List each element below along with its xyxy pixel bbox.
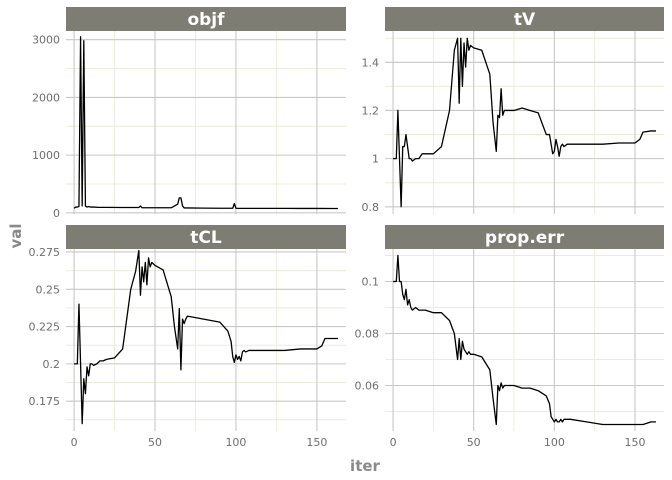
x-tick-label: 100: [225, 436, 246, 449]
y-tick-label: 1: [372, 153, 379, 166]
x-tick-label: 0: [71, 436, 78, 449]
strip-label-prop-err: prop.err: [485, 228, 565, 248]
y-tick-label: 1.2: [362, 104, 380, 117]
y-tick-label: 2000: [32, 91, 60, 104]
y-tick-label: 0.8: [362, 201, 380, 214]
y-tick-label: 0.225: [29, 321, 61, 334]
y-tick-label: 0: [53, 207, 60, 220]
y-tick-label: 3000: [32, 34, 60, 47]
y-tick-label: 0.06: [355, 380, 380, 393]
strip-prop-err: [385, 225, 664, 249]
y-tick-label: 0.1: [362, 276, 380, 289]
y-axis-title: val: [7, 223, 25, 248]
x-tick-label: 50: [148, 436, 162, 449]
strip-label-tcl: tCL: [190, 228, 222, 248]
x-tick-label: 50: [467, 436, 481, 449]
y-tick-label: 0.25: [36, 283, 61, 296]
y-tick-label: 1.4: [362, 56, 380, 69]
y-tick-label: 0.175: [29, 395, 61, 408]
strip-label-tv: tV: [514, 10, 536, 30]
x-tick-label: 150: [306, 436, 327, 449]
strip-objf: [66, 7, 346, 31]
y-tick-label: 0.2: [43, 358, 61, 371]
strip-tv: [385, 7, 664, 31]
x-tick-label: 0: [390, 436, 397, 449]
panel-prop-err: prop.err 0.06 0.08 0.1 0 50 100 150: [355, 225, 664, 449]
series-line-tcl: [74, 249, 338, 425]
panels-layer: objf0100020003000tV0.811.21.4tCL0.1750.2…: [29, 7, 664, 449]
x-tick-label: 150: [624, 436, 645, 449]
y-tick-label: 0.275: [29, 246, 61, 259]
x-axis-title: iter: [350, 457, 380, 475]
series-line-tv: [393, 37, 656, 208]
panel-tcl: tCL 0.175 0.2 0.225 0.25 0.275 0 50 100 150: [29, 225, 346, 449]
panel-objf: objf 0 1000 2000 3000: [32, 7, 346, 220]
y-tick-label: 0.08: [355, 328, 380, 341]
strip-tcl: [66, 225, 346, 249]
strip-label-objf: objf: [187, 10, 225, 30]
panel-tv: tV 0.8 1 1.2 1.4: [362, 7, 664, 214]
series-line-prop-err: [393, 254, 656, 426]
y-tick-label: 1000: [32, 149, 60, 162]
series-line-objf: [73, 36, 338, 210]
x-tick-label: 100: [544, 436, 565, 449]
